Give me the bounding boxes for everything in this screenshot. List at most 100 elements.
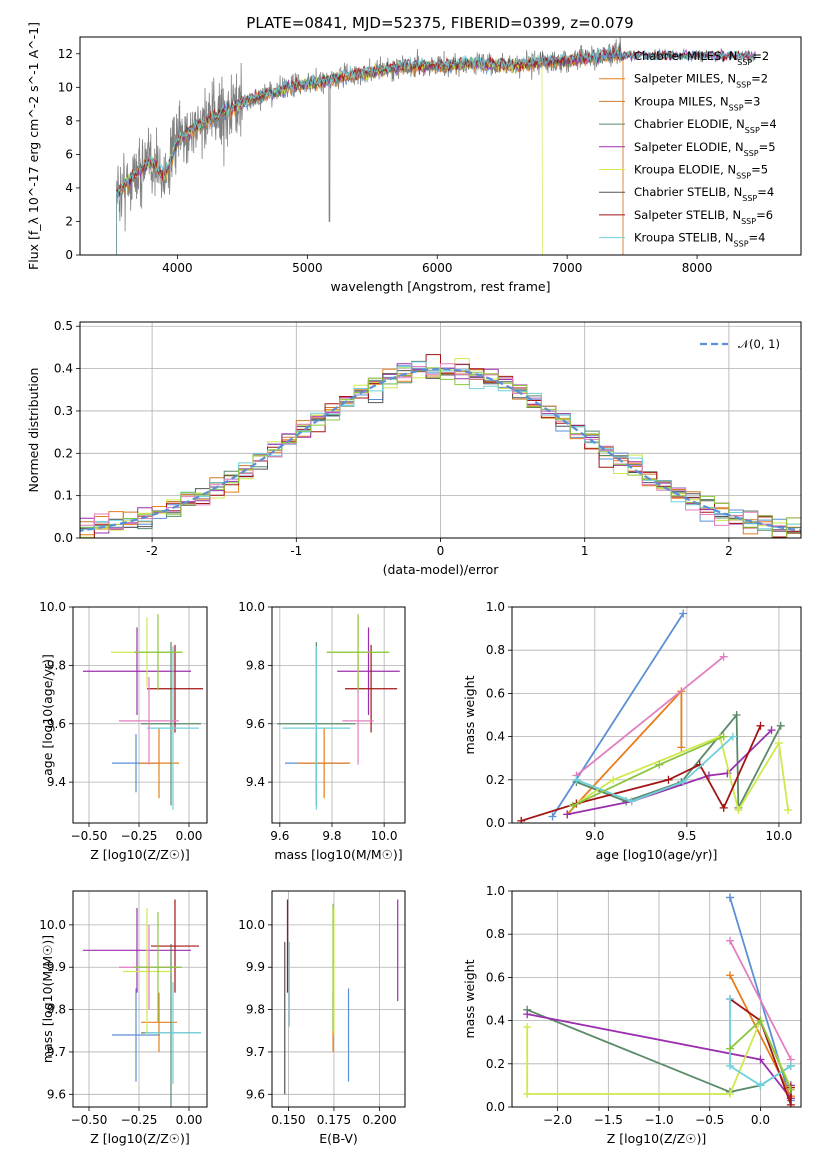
mass-weight-series (548, 609, 688, 821)
plus-marker (776, 721, 785, 730)
plus-marker (655, 760, 664, 769)
plus-marker (726, 936, 735, 945)
y-tick-label: 9.7 (47, 1045, 66, 1059)
data-point (151, 899, 199, 993)
plus-marker (726, 995, 735, 1003)
x-tick-label: -2 (146, 544, 158, 558)
y-tick-label: 0.3 (54, 404, 73, 418)
plus-marker (786, 1100, 795, 1107)
axes-frame (511, 890, 802, 1108)
axes-frame (72, 890, 208, 1108)
plot-area (116, 37, 756, 255)
axes-frame (271, 890, 406, 1108)
plus-marker (726, 1061, 735, 1070)
x-tick-label: 9.6 (270, 829, 289, 843)
mass-weight-series (572, 652, 728, 780)
panel-mass_weight_vs_age: 9.0 9.5 10.0 0.0 0.2 0.4 0.6 0.8 1.0 age [log10(a… (462, 600, 802, 862)
x-axis-label: (data-model)/error (383, 562, 500, 577)
x-tick-label: 2 (725, 544, 733, 558)
plus-marker (726, 1090, 735, 1099)
x-axis-label: E(B-V) (319, 1131, 358, 1146)
x-tick-label: 0.00 (176, 829, 203, 843)
plus-marker (726, 1044, 735, 1053)
data-point (282, 646, 351, 810)
legend-entry: Chabrier STELIB, NSSP=4 (634, 185, 774, 203)
y-tick-label: 9.4 (246, 775, 265, 789)
panel-age_vs_mass: 9.6 9.8 10.0 9.4 9.6 9.8 10.0 mass [log10(M/M☉)… (238, 600, 406, 862)
x-tick-label: 0 (437, 544, 445, 558)
plus-marker (756, 1055, 765, 1064)
plus-marker (732, 711, 741, 719)
series-line (520, 725, 762, 822)
y-tick-label: 10.0 (39, 600, 66, 614)
y-tick-label: 9.9 (47, 960, 66, 974)
plus-marker (786, 1061, 795, 1070)
data-point (298, 728, 351, 799)
plot-area (517, 609, 793, 823)
plot-area (284, 899, 399, 1095)
x-tick-label: 8000 (682, 261, 713, 275)
legend-entry: Chabrier MILES, NSSP=2 (634, 49, 769, 67)
axes-frame (511, 606, 802, 824)
y-tick-label: 0.5 (54, 319, 73, 333)
plus-marker (719, 732, 728, 741)
data-point (139, 728, 179, 799)
y-tick-label: 9.6 (246, 717, 265, 731)
panel-age_vs_Z: −0.50 −0.25 0.00 9.4 9.6 9.8 10.0 Z [log10(Z/Z☉… (39, 600, 208, 862)
y-tick-label: 6 (65, 147, 73, 161)
plus-marker (756, 1081, 765, 1090)
data-point (342, 677, 374, 765)
x-tick-label: −0.25 (121, 1113, 158, 1127)
data-point (123, 907, 171, 1035)
x-tick-label: 0.200 (362, 1113, 396, 1127)
plus-marker (726, 893, 735, 902)
y-tick-label: 1.0 (486, 600, 505, 614)
x-tick-label: 9.0 (585, 829, 604, 843)
x-tick-label: 0.175 (317, 1113, 351, 1127)
panel-mass_vs_ebv: 0.150 0.175 0.200 9.6 9.7 9.8 9.9 10.0 E(B-V) (238, 890, 406, 1146)
plus-marker (523, 1023, 532, 1032)
plot-area (80, 354, 801, 538)
series-line (566, 688, 683, 816)
plus-marker (767, 726, 776, 735)
x-axis-label: mass [log10(M/M☉)] (274, 847, 402, 862)
plus-marker (756, 721, 765, 730)
y-tick-label: 9.9 (246, 960, 265, 974)
data-point (134, 614, 182, 691)
y-tick-label: 0.8 (486, 927, 505, 941)
plus-marker (786, 1085, 795, 1094)
x-tick-label: 4000 (162, 261, 193, 275)
y-tick-label: 1.0 (486, 884, 505, 898)
plus-marker (523, 1090, 532, 1099)
x-tick-label: 1 (581, 544, 589, 558)
panel-residuals: -2 -1 0 1 2 0.0 0.1 0.2 0.3 0.4 0.5 (data-model)/er… (26, 319, 802, 577)
x-tick-label: 10.0 (766, 829, 793, 843)
x-tick-label: −1.5 (594, 1113, 623, 1127)
x-tick-label: 0.00 (176, 1113, 203, 1127)
legend: Chabrier MILES, NSSP=2 Salpeter MILES, NS… (599, 49, 777, 248)
x-tick-label: 7000 (552, 261, 583, 275)
y-tick-label: 9.6 (47, 1087, 66, 1101)
plus-marker (719, 803, 728, 812)
data-point (326, 614, 390, 691)
model-spectrum-line (116, 46, 756, 255)
y-tick-label: 0.1 (54, 489, 73, 503)
model-spectrum-line (116, 50, 624, 255)
x-tick-label: 10.0 (371, 829, 398, 843)
x-tick-label: −0.25 (121, 829, 158, 843)
y-tick-label: 0.4 (486, 1014, 505, 1028)
y-tick-label: 10.0 (238, 600, 265, 614)
plus-marker (719, 652, 728, 661)
y-tick-label: 0.4 (486, 730, 505, 744)
mass-weight-series (568, 732, 728, 810)
x-tick-label: -1 (290, 544, 302, 558)
plus-marker (523, 1010, 532, 1019)
legend-entry: Chabrier ELODIE, NSSP=4 (634, 117, 777, 135)
y-tick-label: 12 (58, 47, 73, 61)
histogram-series (80, 367, 801, 538)
data-point (112, 988, 160, 1082)
y-tick-label: 0.8 (486, 643, 505, 657)
mass-weight-series (726, 995, 795, 1090)
y-tick-label: 0 (65, 248, 73, 262)
